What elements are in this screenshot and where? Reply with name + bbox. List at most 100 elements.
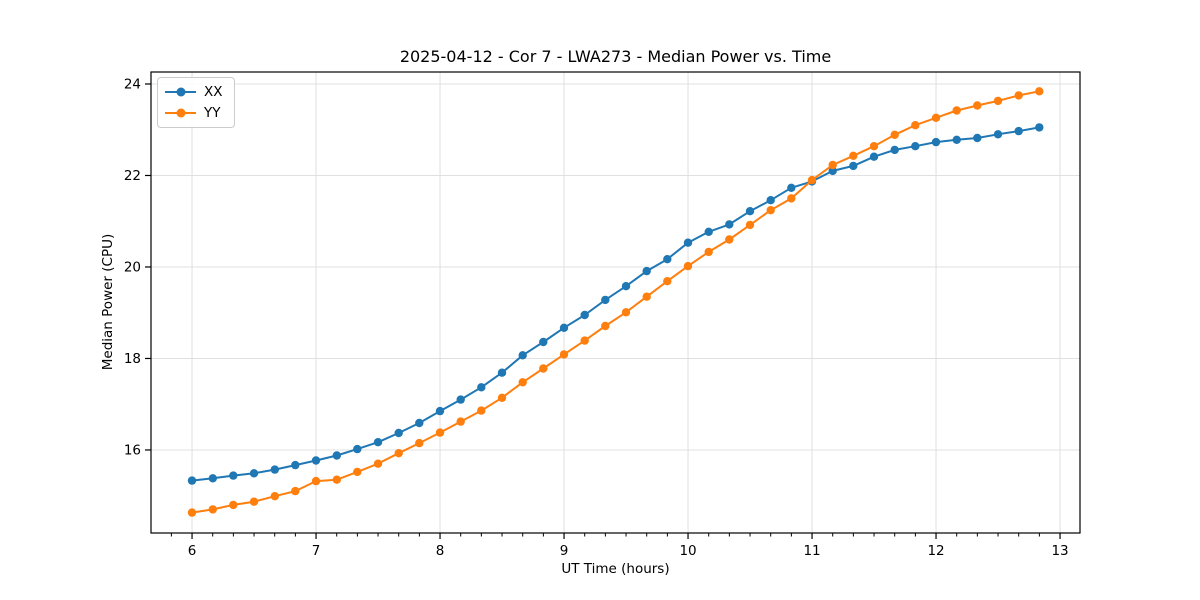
series-yy-point (518, 378, 527, 387)
series-xx-point (704, 227, 713, 236)
series-yy-point (745, 220, 755, 230)
series-xx-point (828, 166, 837, 176)
series-yy-point (249, 497, 259, 506)
series-yy-point (208, 505, 217, 514)
series-yy-point (683, 261, 693, 271)
y-tick-label: 24 (124, 76, 141, 92)
series-yy-point (497, 393, 507, 402)
y-axis-label: Median Power (CPU) (100, 233, 116, 371)
legend-entry-xx: XX (165, 82, 223, 102)
series-xx-point (415, 418, 424, 428)
legend-label-yy: YY (204, 105, 221, 121)
series-yy-point (332, 475, 341, 484)
series-xx-point (229, 471, 238, 480)
series-xx-point (766, 196, 775, 205)
series-xx-point (394, 428, 403, 438)
series-yy-point (828, 160, 837, 170)
series-yy-point (890, 130, 899, 139)
series-xx-point (849, 161, 858, 171)
x-tick-label: 11 (803, 543, 820, 559)
series-yy-point (415, 438, 424, 448)
series-xx-point (435, 406, 445, 416)
series-xx-point (642, 266, 651, 276)
series-yy-point (869, 142, 879, 151)
series-xx-point (725, 220, 734, 229)
series-yy-point (229, 500, 238, 510)
series-yy-point (270, 492, 279, 501)
legend-line-marker-icon (165, 87, 196, 98)
series-xx-point (931, 137, 941, 147)
x-tick-label: 13 (1051, 543, 1068, 559)
x-tick-label: 10 (679, 543, 696, 559)
series-xx-point (952, 135, 961, 144)
series-xx-point (477, 383, 486, 392)
series-xx-point (373, 438, 383, 447)
x-tick-label: 8 (436, 543, 445, 559)
chart-title: 2025-04-12 - Cor 7 - LWA273 - Median Pow… (399, 47, 832, 66)
y-tick-label: 20 (124, 259, 141, 275)
series-xx-line (191, 126, 1041, 482)
series-xx-point (497, 368, 507, 377)
series-yy-point (849, 151, 858, 160)
legend-line-marker-icon (165, 108, 196, 119)
series-xx-point (353, 444, 362, 454)
series-yy-point (993, 96, 1003, 106)
series-xx-point (187, 476, 197, 485)
series-yy-point (621, 308, 631, 317)
series-yy-point (973, 101, 982, 110)
series-xx-point (456, 395, 465, 404)
series-xx-point (911, 142, 920, 151)
series-yy-point (1014, 91, 1023, 100)
plot-frame (150, 71, 1081, 534)
series-xx-point (311, 456, 321, 465)
x-tick-label: 12 (927, 543, 944, 559)
series-xx-point (787, 183, 796, 192)
x-tick-label: 6 (188, 543, 197, 559)
series-xx-point (332, 451, 341, 460)
series-yy-point (952, 106, 961, 115)
x-tick-label: 7 (312, 543, 321, 559)
series-xx-point (270, 465, 279, 474)
series-xx-point (539, 337, 548, 347)
series-xx-point (973, 133, 982, 143)
legend-entry-yy: YY (165, 103, 223, 123)
x-axis-label: UT Time (hours) (561, 561, 670, 577)
series-yy-point (725, 235, 734, 244)
y-tick-label: 22 (124, 168, 141, 184)
series-yy-point (477, 406, 486, 415)
series-xx-point (291, 460, 300, 470)
series-yy-point (580, 336, 589, 345)
series-yy-point (394, 449, 403, 458)
series-xx-point (518, 351, 527, 360)
series-xx-point (601, 295, 610, 305)
series-yy-point (539, 364, 548, 373)
series-yy-point (435, 428, 445, 437)
series-xx-point (890, 145, 899, 155)
series-xx-point (208, 474, 217, 483)
series-yy-point (931, 113, 941, 123)
series-yy-point (1035, 87, 1044, 96)
series-xx-point (683, 238, 693, 247)
series-yy-point (373, 459, 383, 468)
series-yy-point (807, 175, 817, 185)
series-yy-point (456, 417, 465, 426)
series-yy-point (642, 292, 651, 301)
series-yy-point (787, 194, 796, 203)
series-yy-point (291, 486, 300, 496)
series-yy-point (663, 277, 672, 286)
series-xx-point (1014, 126, 1023, 136)
series-xx-point (663, 255, 672, 264)
series-xx-point (745, 207, 755, 216)
series-xx-point (1035, 123, 1044, 132)
y-tick-label: 18 (124, 351, 141, 367)
y-tick-label: 16 (124, 442, 141, 458)
series-yy-point (187, 508, 197, 517)
series-yy-point (601, 321, 610, 331)
series-yy-point (353, 467, 362, 477)
series-yy-point (559, 350, 569, 359)
series-yy-line (191, 90, 1041, 514)
series-yy-point (311, 476, 321, 486)
series-xx-point (580, 310, 589, 320)
